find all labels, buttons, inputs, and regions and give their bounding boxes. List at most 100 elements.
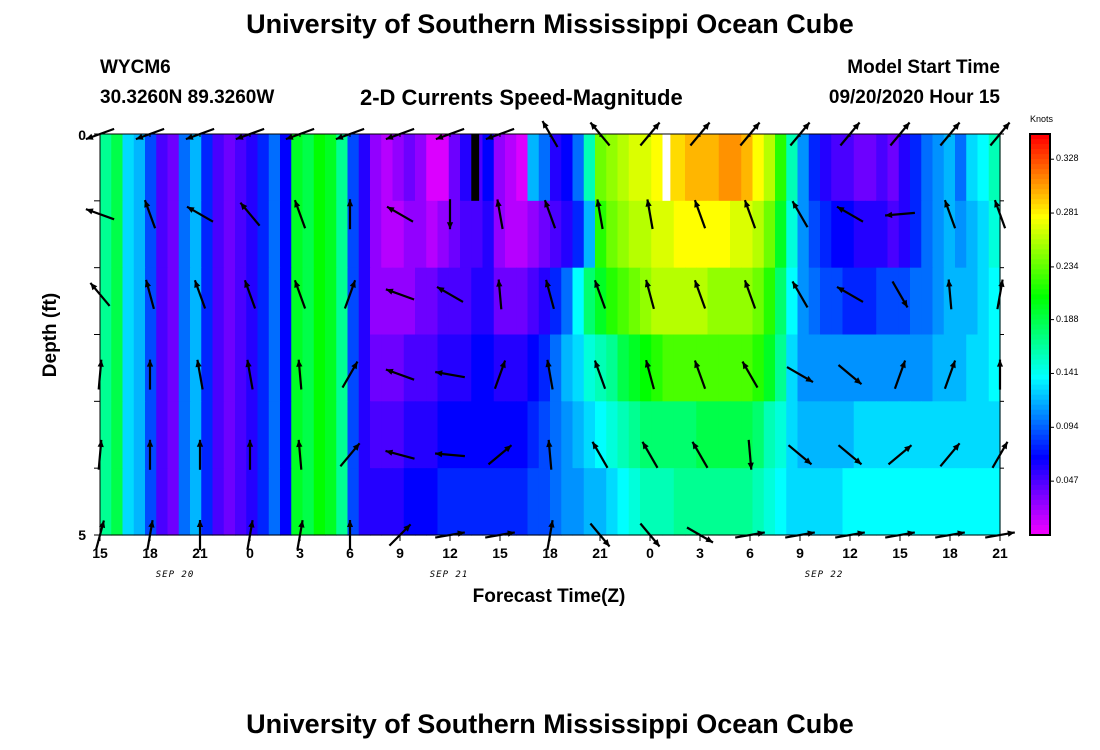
heatmap-cell [921, 334, 934, 402]
colorbar-frame [1029, 133, 1051, 536]
heatmap-cell [831, 267, 844, 336]
heatmap-cell [831, 334, 844, 402]
colorbar-swatch [1030, 264, 1050, 270]
heatmap-cell [628, 200, 641, 269]
heatmap-cell [493, 468, 506, 536]
heatmap-cell [842, 267, 855, 336]
current-vector-arrow [891, 280, 909, 308]
heatmap-cell [955, 134, 967, 202]
heatmap-cell [561, 334, 574, 402]
colorbar-swatch [1030, 344, 1050, 351]
colorbar-swatch [1030, 404, 1050, 411]
x-tick-label: 0 [646, 545, 654, 561]
heatmap-cell [572, 334, 585, 402]
heatmap-cell [572, 468, 585, 536]
heatmap-cell [538, 267, 551, 336]
heatmap-cell [741, 267, 754, 336]
heatmap-cell [898, 468, 911, 536]
colorbar-swatch [1030, 364, 1050, 371]
heatmap-cell [313, 468, 326, 536]
heatmap-cell [122, 468, 135, 536]
heatmap-cell [448, 401, 461, 469]
colorbar-swatch [1030, 434, 1050, 441]
heatmap-cell [291, 267, 304, 336]
heatmap-cell [718, 401, 731, 469]
heatmap-cell [808, 200, 821, 269]
current-vector-arrow [641, 441, 659, 469]
colorbar-swatch [1030, 149, 1050, 155]
heatmap-cell [493, 401, 506, 469]
current-vector-arrow [885, 211, 915, 218]
heatmap-cell [538, 401, 551, 469]
heatmap-cell [561, 267, 574, 336]
heatmap-cell [133, 200, 146, 269]
current-vector-arrow [385, 449, 415, 460]
heatmap-cell [426, 200, 439, 269]
heatmap-cell [111, 200, 124, 269]
heatmap-cell [257, 468, 270, 536]
heatmap-cell [662, 401, 675, 469]
heatmap-cell [392, 468, 405, 536]
current-vector-arrow [296, 439, 303, 470]
heatmap-cell [640, 468, 652, 536]
heatmap-cell [775, 267, 787, 336]
heatmap-cell [358, 267, 371, 336]
heatmap-cell [910, 468, 922, 536]
heatmap-cell [932, 200, 945, 269]
heatmap-cell [325, 134, 337, 202]
colorbar-swatch [1030, 179, 1050, 185]
heatmap-cell [122, 200, 135, 269]
heatmap-cell [145, 134, 157, 202]
heatmap-cell [550, 267, 562, 336]
missing-cell [471, 134, 480, 201]
colorbar-swatch [1030, 439, 1050, 446]
heatmap-cell [977, 134, 990, 202]
heatmap-cell [786, 200, 799, 269]
heatmap-cell [595, 267, 607, 336]
heatmap-cell [381, 401, 394, 469]
heatmap-cell [122, 334, 135, 402]
heatmap-cell [336, 200, 349, 269]
heatmap-cell [257, 267, 270, 336]
heatmap-cell [898, 200, 911, 269]
colorbar-swatch [1030, 359, 1050, 366]
heatmap-cell [201, 200, 214, 269]
colorbar-swatch [1030, 209, 1050, 215]
heatmap-cell [955, 200, 967, 269]
heatmap-cell [167, 334, 180, 402]
heatmap-cell [842, 468, 855, 536]
heatmap-cell [685, 401, 697, 469]
heatmap-cell [977, 401, 990, 469]
heatmap-cell [662, 267, 675, 336]
current-vector-arrow [545, 359, 554, 390]
model-start-label: Model Start Time [847, 57, 1000, 78]
heatmap-cell [640, 200, 652, 269]
heatmap-cell [257, 334, 270, 402]
heatmap-cell [775, 401, 787, 469]
heatmap-cell [246, 200, 259, 269]
heatmap-cell [865, 134, 877, 202]
heatmap-cell [145, 468, 157, 536]
heatmap-cell [100, 200, 112, 269]
heatmap-cell [752, 134, 765, 202]
heatmap-cell [842, 334, 855, 402]
current-vector-arrow [245, 359, 254, 390]
heatmap-cell [617, 200, 630, 269]
current-vector-arrow [946, 279, 953, 310]
heatmap-cell [370, 401, 382, 469]
current-vectors [85, 120, 1015, 550]
colorbar-swatch [1030, 509, 1050, 516]
heatmap-cell [437, 334, 450, 402]
heatmap-cell [448, 200, 461, 269]
heatmap-cell [673, 200, 686, 269]
colorbar-swatch [1030, 289, 1050, 295]
heatmap-cell [932, 401, 945, 469]
current-vector-arrow [543, 199, 557, 229]
colorbar-swatch [1030, 279, 1050, 285]
heatmap-cell [370, 134, 382, 202]
colorbar-swatch [1030, 524, 1050, 531]
heatmap-cell [550, 200, 562, 269]
current-vector-arrow [144, 279, 155, 310]
heatmap-cell [471, 468, 484, 536]
heatmap-cell [797, 334, 810, 402]
